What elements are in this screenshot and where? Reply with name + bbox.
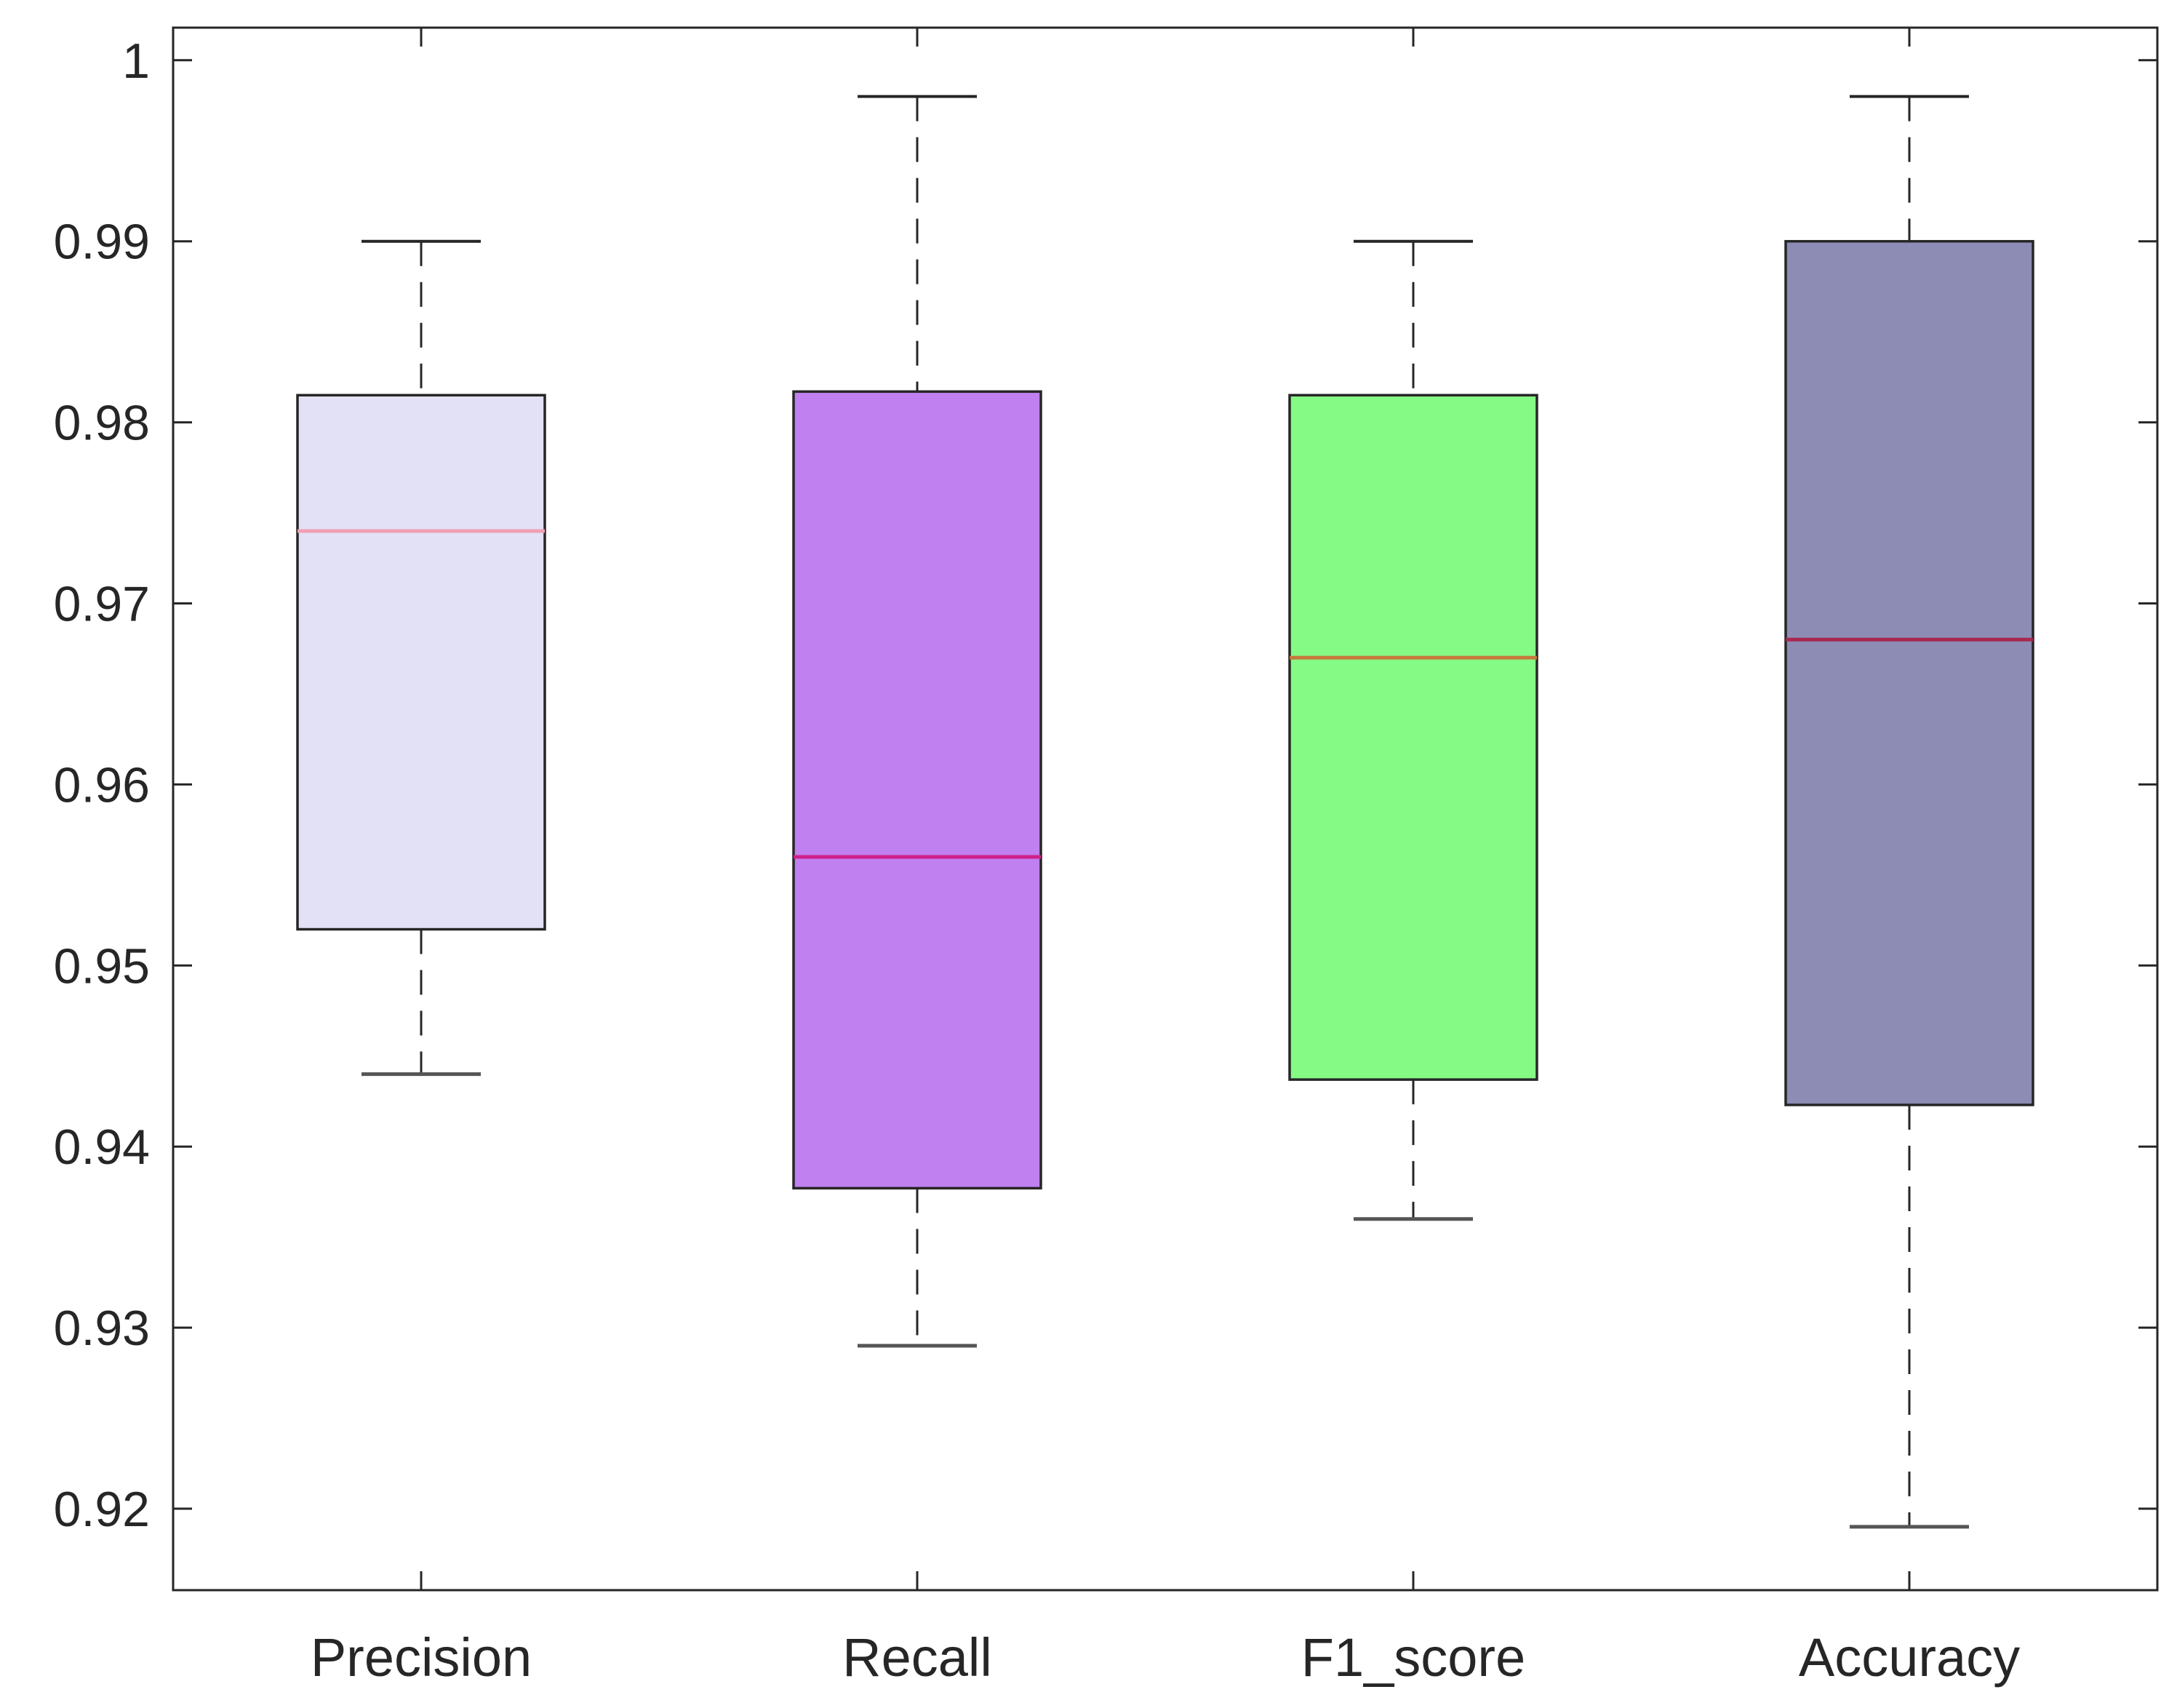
box-group-f1-score — [1288, 28, 1538, 1590]
y-tick-label: 0.94 — [54, 1120, 150, 1175]
x-category-label: F1_score — [1301, 1627, 1525, 1688]
x-category-label: Recall — [842, 1627, 992, 1688]
iqr-box — [296, 394, 546, 931]
box-group-accuracy — [1784, 28, 2034, 1590]
axes-frame — [172, 26, 2159, 1592]
x-category-label: Accuracy — [1799, 1627, 2020, 1688]
y-tick-label: 0.98 — [54, 396, 150, 451]
plot-area — [296, 28, 2034, 1590]
box-group-recall — [792, 28, 1042, 1590]
x-category-label: Precision — [311, 1627, 532, 1688]
y-tick-label: 0.93 — [54, 1301, 150, 1356]
x-axis-labels: Precision Recall F1_score Accuracy — [311, 1627, 2020, 1688]
y-tick-label: 1 — [122, 33, 150, 89]
iqr-box — [1288, 394, 1538, 1081]
y-tick-label: 0.99 — [54, 215, 150, 270]
y-tick-label: 0.97 — [54, 576, 150, 631]
iqr-box — [792, 390, 1042, 1190]
y-tick-label: 0.95 — [54, 938, 150, 994]
iqr-box — [1784, 239, 2034, 1106]
y-tick-label: 0.96 — [54, 757, 150, 813]
y-axis-ticks: 0.92 0.93 0.94 0.95 0.96 0.97 0.98 0.99 1 — [54, 33, 2157, 1537]
y-tick-label: 0.92 — [54, 1482, 150, 1537]
box-group-precision — [296, 28, 546, 1590]
